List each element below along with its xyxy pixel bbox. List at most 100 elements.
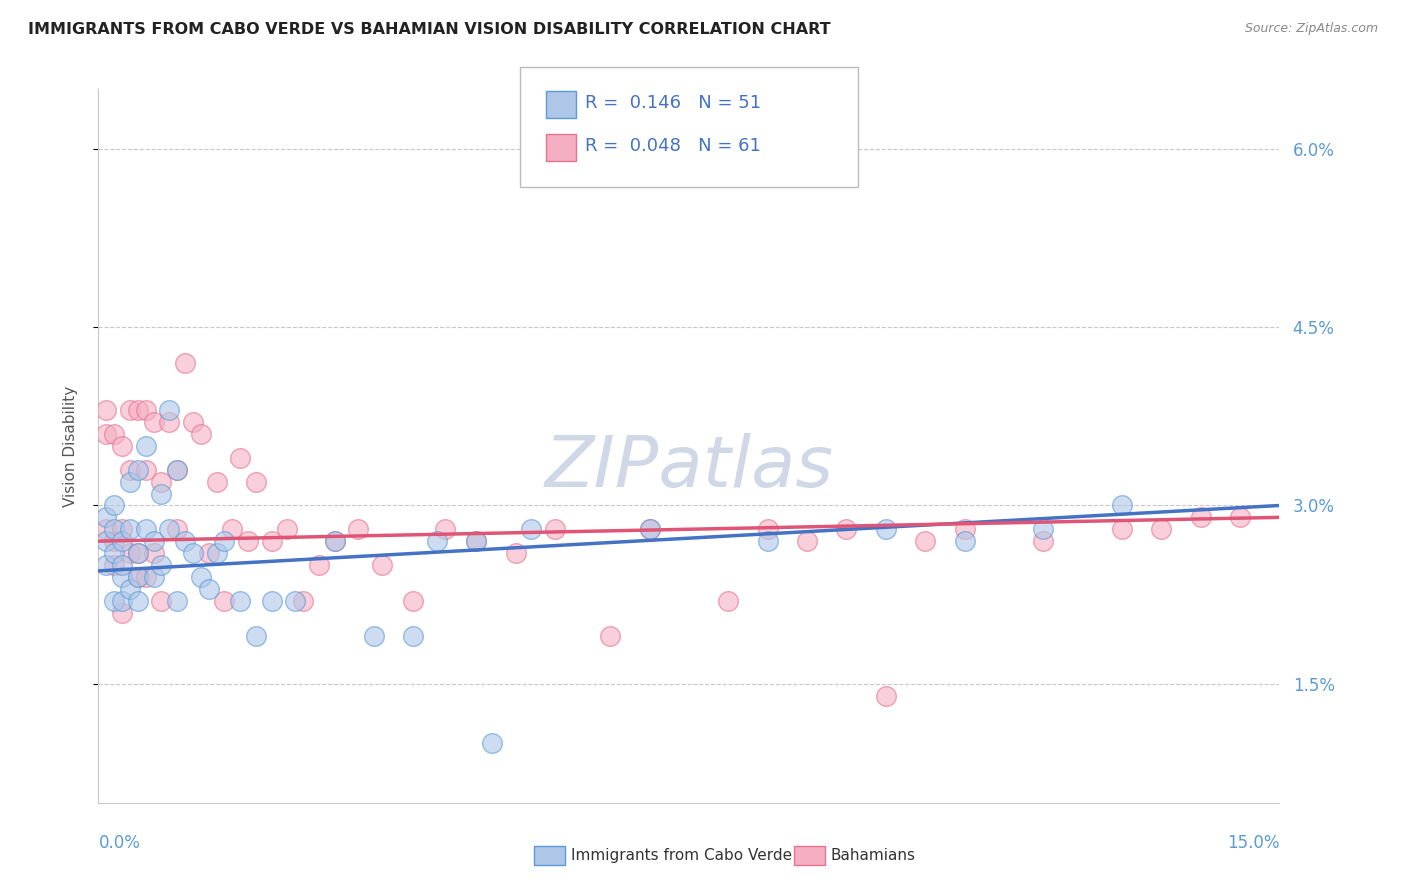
Point bbox=[756, 534, 779, 549]
Point bbox=[245, 475, 267, 489]
Point bbox=[544, 522, 567, 536]
Point bbox=[142, 570, 165, 584]
Text: Immigrants from Cabo Verde: Immigrants from Cabo Verde bbox=[571, 848, 792, 863]
Point bbox=[214, 593, 236, 607]
Point bbox=[181, 546, 204, 560]
Point bbox=[402, 629, 425, 643]
Point bbox=[111, 570, 134, 584]
Point bbox=[127, 403, 149, 417]
Point bbox=[323, 534, 346, 549]
Point bbox=[433, 522, 456, 536]
Point bbox=[157, 403, 180, 417]
Point bbox=[127, 463, 149, 477]
Point bbox=[127, 546, 149, 560]
Point bbox=[1032, 534, 1054, 549]
Point bbox=[875, 689, 897, 703]
Point bbox=[1189, 510, 1212, 524]
Text: R =  0.048   N = 61: R = 0.048 N = 61 bbox=[585, 137, 761, 155]
Point bbox=[166, 463, 188, 477]
Point bbox=[914, 534, 936, 549]
Point bbox=[953, 522, 976, 536]
Point bbox=[599, 629, 621, 643]
Point bbox=[174, 356, 197, 370]
Point bbox=[96, 558, 118, 572]
Point bbox=[875, 522, 897, 536]
Point bbox=[103, 546, 125, 560]
Point bbox=[111, 558, 134, 572]
Point bbox=[103, 593, 125, 607]
Point bbox=[96, 403, 118, 417]
Point bbox=[157, 522, 180, 536]
Point bbox=[174, 534, 197, 549]
Text: IMMIGRANTS FROM CABO VERDE VS BAHAMIAN VISION DISABILITY CORRELATION CHART: IMMIGRANTS FROM CABO VERDE VS BAHAMIAN V… bbox=[28, 22, 831, 37]
Point bbox=[118, 582, 141, 596]
Point bbox=[103, 499, 125, 513]
Point bbox=[127, 570, 149, 584]
Point bbox=[118, 522, 141, 536]
Point bbox=[260, 534, 283, 549]
Point bbox=[402, 593, 425, 607]
Point bbox=[142, 546, 165, 560]
Text: 0.0%: 0.0% bbox=[98, 834, 141, 852]
Point bbox=[150, 593, 173, 607]
Point bbox=[284, 593, 307, 607]
Point bbox=[1111, 522, 1133, 536]
Point bbox=[150, 558, 173, 572]
Text: Bahamians: Bahamians bbox=[831, 848, 915, 863]
Point bbox=[157, 415, 180, 429]
Point bbox=[835, 522, 858, 536]
Point bbox=[118, 475, 141, 489]
Point bbox=[111, 522, 134, 536]
Point bbox=[347, 522, 370, 536]
Point bbox=[796, 534, 818, 549]
Point bbox=[111, 439, 134, 453]
Point bbox=[103, 534, 125, 549]
Point bbox=[638, 522, 661, 536]
Point bbox=[127, 546, 149, 560]
Point bbox=[166, 593, 188, 607]
Point bbox=[96, 522, 118, 536]
Point bbox=[245, 629, 267, 643]
Point bbox=[135, 570, 157, 584]
Point bbox=[103, 522, 125, 536]
Point bbox=[96, 427, 118, 442]
Point bbox=[236, 534, 259, 549]
Y-axis label: Vision Disability: Vision Disability bbox=[63, 385, 77, 507]
Point bbox=[465, 534, 488, 549]
Point bbox=[103, 427, 125, 442]
Point bbox=[276, 522, 298, 536]
Text: 15.0%: 15.0% bbox=[1227, 834, 1279, 852]
Point bbox=[197, 546, 219, 560]
Point bbox=[96, 510, 118, 524]
Point bbox=[465, 534, 488, 549]
Point bbox=[308, 558, 330, 572]
Point bbox=[205, 546, 228, 560]
Point bbox=[221, 522, 243, 536]
Point bbox=[118, 546, 141, 560]
Point bbox=[142, 534, 165, 549]
Point bbox=[96, 534, 118, 549]
Point bbox=[756, 522, 779, 536]
Point bbox=[371, 558, 394, 572]
Point bbox=[127, 593, 149, 607]
Point bbox=[1229, 510, 1251, 524]
Point bbox=[166, 522, 188, 536]
Point bbox=[214, 534, 236, 549]
Point bbox=[190, 427, 212, 442]
Point bbox=[190, 570, 212, 584]
Point bbox=[1150, 522, 1173, 536]
Point bbox=[150, 475, 173, 489]
Point bbox=[135, 522, 157, 536]
Point bbox=[111, 593, 134, 607]
Point bbox=[135, 463, 157, 477]
Point bbox=[229, 450, 252, 465]
Point bbox=[150, 486, 173, 500]
Point bbox=[103, 558, 125, 572]
Text: ZIPatlas: ZIPatlas bbox=[544, 433, 834, 502]
Text: Source: ZipAtlas.com: Source: ZipAtlas.com bbox=[1244, 22, 1378, 36]
Point bbox=[181, 415, 204, 429]
Point bbox=[1111, 499, 1133, 513]
Point bbox=[717, 593, 740, 607]
Point bbox=[363, 629, 385, 643]
Point bbox=[111, 606, 134, 620]
